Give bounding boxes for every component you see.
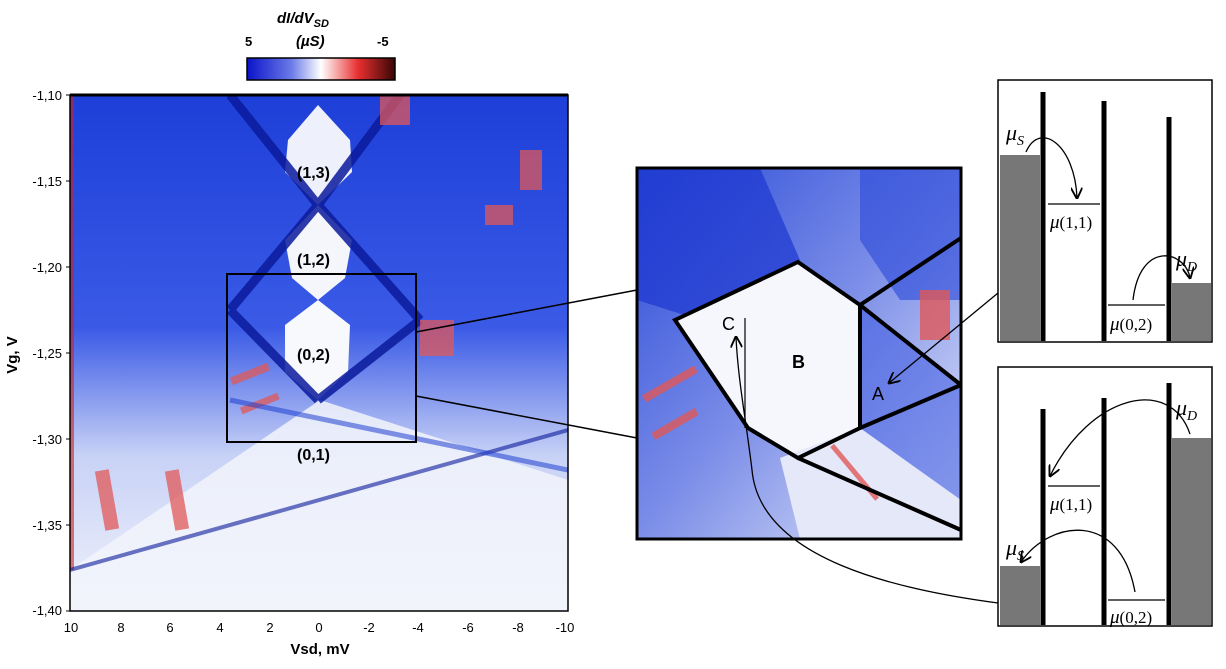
region-label-c: C	[722, 314, 735, 334]
x-axis: 10 8 6 4 2 0 -2 -4 -6 -8 -10 Vsd, mV	[64, 620, 575, 658]
energy-diagram-bottom: μD μS μ(1,1) μ(0,2)	[997, 366, 1213, 628]
y-tick-label: -1,15	[32, 174, 62, 189]
colorbar-unit: (µS)	[296, 33, 325, 50]
x-tick-label: -2	[363, 620, 375, 635]
x-tick-label: -10	[556, 620, 575, 635]
x-tick-label: 0	[315, 620, 322, 635]
y-tick-label: -1,35	[32, 518, 62, 533]
y-tick-label: -1,25	[32, 346, 62, 361]
colorbar: dI/dVSD (µS) 5 -5	[245, 10, 396, 81]
state-label-1-2: (1,2)	[297, 252, 330, 269]
lower-region	[70, 400, 568, 611]
drain-reservoir	[1172, 438, 1211, 625]
arrow-a-to-top-diagram	[889, 292, 999, 383]
colorbar-max-label: -5	[377, 34, 389, 49]
main-plot: (1,3) (1,2) (0,2) (0,1) -1,10 -1,15 -1,2…	[4, 88, 574, 658]
tunnel-arrow	[1021, 529, 1136, 593]
level-label-0-2: μ(0,2)	[1109, 314, 1152, 335]
level-label-1-1: μ(1,1)	[1049, 212, 1092, 233]
arrow-bottom-diagram-to-c	[736, 337, 999, 604]
diamond-0-2-region	[285, 300, 350, 400]
tunnel-arrow	[1050, 399, 1191, 476]
region-label-b: B	[792, 352, 805, 372]
x-tick-label: 8	[117, 620, 124, 635]
y-tick-label: -1,30	[32, 432, 62, 447]
drain-reservoir	[1172, 283, 1211, 341]
y-tick-label: -1,10	[32, 88, 62, 103]
x-axis-label: Vsd, mV	[290, 641, 349, 658]
mu-s-label: μS	[1005, 120, 1024, 149]
level-label-0-2: μ(0,2)	[1109, 607, 1152, 628]
x-tick-label: -4	[412, 620, 424, 635]
region-label-a: A	[872, 384, 884, 404]
level-label-1-1: μ(1,1)	[1049, 494, 1092, 515]
state-label-1-3: (1,3)	[297, 165, 330, 182]
zoom-inset: C B A	[635, 166, 963, 541]
colorbar-min-label: 5	[245, 34, 252, 49]
region-b-area	[675, 262, 860, 458]
x-tick-label: 6	[166, 620, 173, 635]
tunnel-arrow	[1132, 255, 1190, 301]
y-axis-label: Vg, V	[4, 336, 21, 374]
x-tick-label: 2	[266, 620, 273, 635]
colorbar-title: dI/dVSD	[277, 10, 329, 30]
source-reservoir	[1000, 155, 1040, 341]
state-label-0-1: (0,1)	[297, 447, 330, 464]
x-tick-label: -6	[462, 620, 474, 635]
x-tick-label: 4	[216, 620, 223, 635]
colorbar-gradient	[246, 57, 396, 81]
x-tick-label: -8	[512, 620, 524, 635]
tunnel-arrow	[1025, 137, 1077, 198]
zoom-connector-top	[415, 289, 638, 333]
state-label-0-2: (0,2)	[297, 347, 330, 364]
zoom-connector-bottom	[415, 395, 638, 439]
y-tick-label: -1,40	[32, 603, 62, 618]
source-reservoir	[1000, 566, 1040, 625]
zoom-selection-box	[226, 273, 417, 443]
y-axis: -1,10 -1,15 -1,20 -1,25 -1,30 -1,35 -1,4…	[4, 88, 70, 618]
energy-diagram-top: μS μD μ(1,1) μ(0,2)	[997, 79, 1213, 343]
y-tick-label: -1,20	[32, 260, 62, 275]
x-tick-label: 10	[64, 620, 78, 635]
zoom-inset-frame	[635, 166, 963, 541]
